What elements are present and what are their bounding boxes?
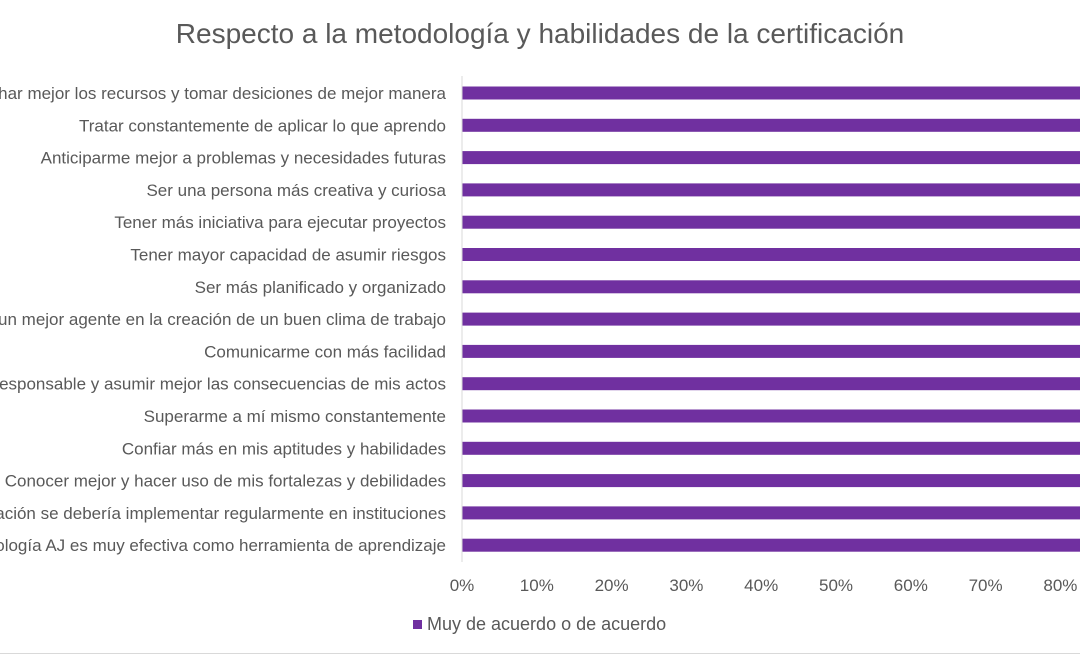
bar-8 xyxy=(462,344,1080,358)
category-label-0: Aprovechar mejor los recursos y tomar de… xyxy=(0,84,447,103)
category-label-14: La metodología AJ es muy efectiva como h… xyxy=(0,536,446,555)
bar-12 xyxy=(462,474,1080,488)
x-tick-label-4: 40% xyxy=(744,576,778,595)
category-label-3: Ser una persona más creativa y curiosa xyxy=(146,181,446,200)
bar-5 xyxy=(462,248,1080,261)
category-label-9: Ser más responsable y asumir mejor las c… xyxy=(0,375,446,394)
category-label-6: Ser más planificado y organizado xyxy=(195,278,446,297)
bar-1 xyxy=(462,118,1080,132)
category-label-8: Comunicarme con más facilidad xyxy=(204,342,446,361)
category-label-12: Conocer mejor y hacer uso de mis fortale… xyxy=(5,472,446,491)
bar-2 xyxy=(462,151,1080,165)
x-axis-ticks: 0% 10% 20% 30% 40% 50% 60% 70% 80% xyxy=(450,576,1078,595)
category-labels: Aprovechar mejor los recursos y tomar de… xyxy=(0,84,447,555)
category-label-10: Superarme a mí mismo constantemente xyxy=(144,407,446,426)
category-label-11: Confiar más en mis aptitudes y habilidad… xyxy=(122,439,446,458)
x-tick-label-7: 70% xyxy=(969,576,1003,595)
bar-9 xyxy=(462,377,1080,391)
category-label-7: Ser un mejor agente en la creación de un… xyxy=(0,310,446,329)
legend: Muy de acuerdo o de acuerdo xyxy=(413,614,666,635)
x-tick-label-5: 50% xyxy=(819,576,853,595)
bars-layer xyxy=(462,86,1080,552)
category-label-5: Tener mayor capacidad de asumir riesgos xyxy=(130,246,446,265)
x-tick-label-0: 0% xyxy=(450,576,475,595)
bottom-divider xyxy=(0,653,1080,654)
category-label-13: La certificación se debería implementar … xyxy=(0,504,446,523)
legend-swatch xyxy=(413,620,422,629)
bar-4 xyxy=(462,215,1080,229)
x-tick-label-6: 60% xyxy=(894,576,928,595)
x-tick-label-8: 80% xyxy=(1043,576,1077,595)
category-label-4: Tener más iniciativa para ejecutar proye… xyxy=(114,213,446,232)
x-tick-label-1: 10% xyxy=(520,576,554,595)
bar-14 xyxy=(462,538,1080,552)
category-label-2: Anticiparme mejor a problemas y necesida… xyxy=(41,149,446,168)
bar-13 xyxy=(462,506,1080,520)
bar-10 xyxy=(462,409,1080,423)
bar-11 xyxy=(462,441,1080,455)
bar-0 xyxy=(462,86,1080,100)
x-tick-label-2: 20% xyxy=(595,576,629,595)
bar-7 xyxy=(462,312,1080,326)
chart-title: Respecto a la metodología y habilidades … xyxy=(175,18,905,49)
x-tick-label-3: 30% xyxy=(669,576,703,595)
bar-3 xyxy=(462,183,1080,197)
legend-label: Muy de acuerdo o de acuerdo xyxy=(427,614,667,634)
category-label-1: Tratar constantemente de aplicar lo que … xyxy=(79,116,446,135)
bar-6 xyxy=(462,280,1080,294)
